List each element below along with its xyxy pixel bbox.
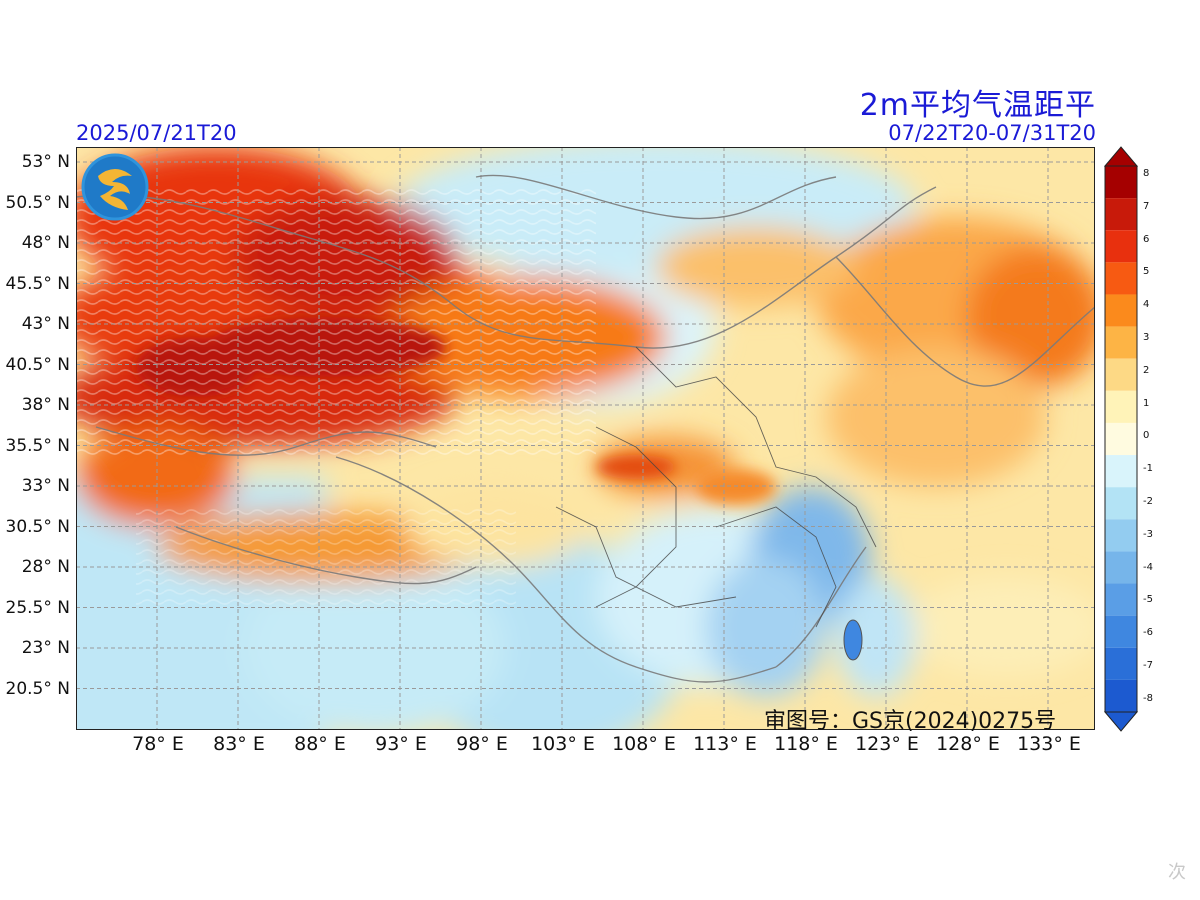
colorbar-tick-label: 4 — [1143, 299, 1150, 311]
colorbar-tick-label: 1 — [1143, 397, 1150, 409]
approval-number: 审图号：GS京(2024)0275号 — [764, 709, 1057, 734]
colorbar-max-arrow — [1104, 146, 1138, 167]
colorbar-segment — [1105, 262, 1137, 295]
valid-period-label: 07/22T20-07/31T20 — [888, 121, 1096, 145]
colorbar-tick-label: 7 — [1143, 200, 1150, 212]
colorbar-tick-label: 6 — [1143, 233, 1150, 245]
colorbar-segment — [1105, 455, 1137, 488]
colorbar-segment — [1105, 615, 1137, 648]
latitude-label: 28° N — [21, 557, 70, 577]
init-time-label: 2025/07/21T20 — [76, 121, 237, 145]
longitude-label: 128° E — [936, 733, 1000, 755]
longitude-label: 123° E — [855, 733, 919, 755]
colorbar-segment — [1105, 230, 1137, 263]
colorbar-segment — [1105, 326, 1137, 359]
latitude-label: 25.5° N — [5, 597, 70, 618]
latitude-label: 30.5° N — [5, 516, 70, 537]
colorbar-tick-label: -3 — [1143, 528, 1153, 540]
latitude-label: 35.5° N — [5, 435, 70, 456]
latitude-label: 20.5° N — [5, 678, 70, 699]
colorbar-segment — [1105, 487, 1137, 520]
longitude-label: 133° E — [1017, 733, 1081, 755]
longitude-label: 88° E — [294, 733, 346, 755]
latitude-label: 48° N — [21, 233, 70, 253]
agency-logo-icon — [81, 153, 149, 221]
longitude-label: 93° E — [375, 733, 427, 755]
colorbar — [1104, 146, 1138, 732]
colorbar-segment — [1105, 198, 1137, 231]
colorbar-min-arrow — [1104, 711, 1138, 732]
longitude-label: 113° E — [693, 733, 757, 755]
colorbar-segment — [1105, 358, 1137, 391]
colorbar-tick-label: 5 — [1143, 266, 1150, 278]
colorbar-tick-label: -2 — [1143, 496, 1153, 507]
latitude-label: 38° N — [21, 395, 70, 415]
colorbar-tick-label: -6 — [1143, 627, 1153, 639]
latitude-label: 33° N — [21, 476, 70, 496]
colorbar-segment — [1105, 679, 1137, 712]
longitude-label: 103° E — [531, 733, 595, 755]
colorbar-tick-label: -1 — [1143, 463, 1153, 475]
colorbar-tick-label: -8 — [1143, 692, 1153, 704]
map-title: 2m平均气温距平 — [859, 88, 1096, 123]
latitude-label: 53° N — [21, 152, 70, 172]
colorbar-segment — [1105, 166, 1137, 199]
latitude-label: 23° N — [21, 638, 70, 658]
temperature-anomaly-map — [76, 147, 1095, 730]
colorbar-tick-label: -7 — [1143, 660, 1153, 671]
colorbar-segment — [1105, 519, 1137, 552]
colorbar-segment — [1105, 551, 1137, 584]
colorbar-segment — [1105, 583, 1137, 616]
colorbar-segment — [1105, 294, 1137, 327]
colorbar-tick-label: -5 — [1143, 594, 1153, 606]
colorbar-tick-label: 2 — [1143, 364, 1150, 376]
colorbar-segment — [1105, 422, 1137, 456]
colorbar-segment — [1105, 647, 1137, 680]
colorbar-tick-label: -4 — [1143, 561, 1153, 573]
latitude-label: 45.5° N — [5, 273, 70, 294]
colorbar-tick-label: 0 — [1143, 430, 1150, 442]
watermark: 次 — [1168, 862, 1186, 883]
latitude-label: 40.5° N — [5, 354, 70, 375]
colorbar-segment — [1105, 390, 1137, 423]
longitude-label: 78° E — [132, 733, 184, 755]
colorbar-tick-label: 8 — [1143, 168, 1150, 179]
latitude-label: 43° N — [21, 314, 70, 334]
colorbar-tick-label: 3 — [1143, 332, 1150, 343]
latitude-label: 50.5° N — [5, 192, 70, 213]
longitude-label: 83° E — [213, 733, 265, 755]
longitude-label: 98° E — [456, 733, 508, 755]
longitude-label: 118° E — [774, 733, 838, 755]
longitude-label: 108° E — [612, 733, 676, 755]
